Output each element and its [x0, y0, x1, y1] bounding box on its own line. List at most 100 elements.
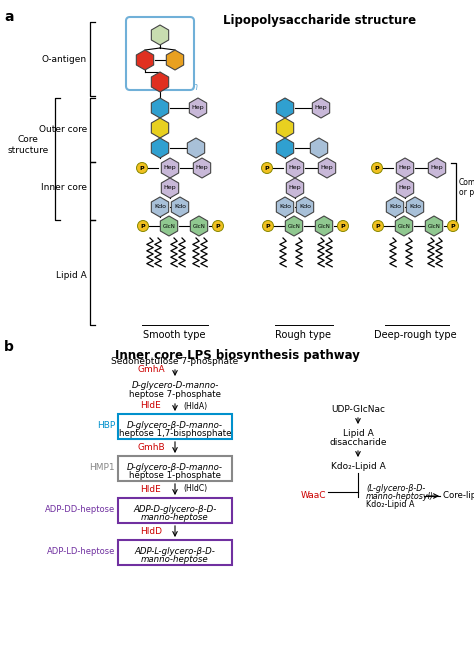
Text: Kdo: Kdo [299, 205, 311, 209]
Polygon shape [396, 158, 414, 178]
Polygon shape [310, 138, 328, 158]
Polygon shape [296, 197, 314, 217]
Text: Hep: Hep [164, 165, 176, 171]
Text: Inner core LPS biosynthesis pathway: Inner core LPS biosynthesis pathway [115, 349, 359, 362]
Polygon shape [286, 158, 304, 178]
Text: heptose 7-phosphate: heptose 7-phosphate [129, 390, 221, 399]
Text: O-antigen: O-antigen [42, 56, 87, 65]
Text: HIdE: HIdE [141, 402, 161, 410]
Text: HIdD: HIdD [140, 526, 162, 536]
Polygon shape [386, 197, 404, 217]
Text: ADP-DD-heptose: ADP-DD-heptose [45, 506, 115, 514]
Text: D-glycero-β-D-manno-: D-glycero-β-D-manno- [127, 421, 223, 430]
Polygon shape [160, 216, 178, 236]
Text: P: P [140, 165, 144, 171]
Text: P: P [451, 224, 456, 229]
Circle shape [263, 220, 273, 231]
Polygon shape [151, 25, 169, 45]
Text: UDP-GlcNac: UDP-GlcNac [331, 405, 385, 414]
Text: P: P [374, 165, 379, 171]
FancyBboxPatch shape [118, 498, 232, 523]
Text: HMP1: HMP1 [90, 463, 115, 472]
Circle shape [373, 220, 383, 231]
Text: Lipopolysaccharide structure: Lipopolysaccharide structure [223, 14, 417, 27]
Polygon shape [187, 138, 205, 158]
Text: disaccharide: disaccharide [329, 438, 387, 447]
Text: GlcN: GlcN [163, 224, 175, 229]
Circle shape [337, 220, 348, 231]
Text: Hep: Hep [315, 105, 328, 110]
Text: manno-heptose: manno-heptose [141, 555, 209, 564]
Text: manno-heptosyl)-: manno-heptosyl)- [366, 492, 437, 501]
Polygon shape [395, 216, 413, 236]
Text: GlcN: GlcN [192, 224, 205, 229]
Text: GlcN: GlcN [398, 224, 410, 229]
Text: P: P [266, 224, 270, 229]
FancyBboxPatch shape [118, 540, 232, 565]
Text: P: P [376, 224, 380, 229]
Text: D-glycero-β-D-manno-: D-glycero-β-D-manno- [127, 463, 223, 472]
Text: Inner core: Inner core [41, 183, 87, 193]
Text: heptose 1-phosphate: heptose 1-phosphate [129, 471, 221, 480]
Text: GlcN: GlcN [318, 224, 330, 229]
Text: Hep: Hep [164, 185, 176, 191]
Text: b: b [4, 340, 14, 354]
Text: Lipid A: Lipid A [56, 271, 87, 280]
Text: Kdo: Kdo [174, 205, 186, 209]
Polygon shape [171, 197, 189, 217]
Text: Core
structure: Core structure [8, 135, 49, 154]
Text: Rough type: Rough type [275, 330, 331, 340]
Text: WaaC: WaaC [301, 492, 326, 501]
Polygon shape [137, 50, 154, 70]
Text: Hep: Hep [399, 185, 411, 191]
Text: Outer core: Outer core [39, 125, 87, 134]
Polygon shape [276, 197, 294, 217]
Polygon shape [151, 72, 169, 92]
Text: ADP-L-glycero-β-D-: ADP-L-glycero-β-D- [135, 547, 216, 556]
Text: Kdo₂-Lipid A: Kdo₂-Lipid A [331, 462, 385, 471]
Text: Kdo: Kdo [279, 205, 291, 209]
Text: Hep: Hep [289, 185, 301, 191]
Polygon shape [406, 197, 424, 217]
Polygon shape [166, 50, 183, 70]
Text: HIdE: HIdE [141, 484, 161, 494]
Polygon shape [276, 118, 294, 138]
Text: P: P [264, 165, 269, 171]
Polygon shape [161, 178, 179, 198]
Text: P: P [341, 224, 346, 229]
Text: ADP-D-glycero-β-D-: ADP-D-glycero-β-D- [133, 505, 217, 514]
Polygon shape [276, 138, 294, 158]
Polygon shape [151, 138, 169, 158]
Text: (HIdC): (HIdC) [183, 484, 207, 494]
Text: Hep: Hep [431, 165, 443, 171]
Text: HBP: HBP [97, 421, 115, 430]
Text: P: P [141, 224, 146, 229]
Text: Hep: Hep [191, 105, 204, 110]
Text: Hep: Hep [321, 165, 333, 171]
Polygon shape [428, 158, 446, 178]
Text: Sedoheptulose 7-phosphate: Sedoheptulose 7-phosphate [111, 357, 238, 366]
Text: Kdo₂-Lipid A: Kdo₂-Lipid A [366, 500, 414, 509]
Text: Smooth type: Smooth type [143, 330, 205, 340]
Circle shape [262, 163, 273, 174]
Polygon shape [425, 216, 443, 236]
Text: Deep-rough type: Deep-rough type [374, 330, 456, 340]
Polygon shape [191, 216, 208, 236]
Text: Kdo: Kdo [409, 205, 421, 209]
Circle shape [212, 220, 224, 231]
Text: GmhB: GmhB [137, 443, 165, 452]
Text: Core-lipid A: Core-lipid A [443, 492, 474, 501]
Polygon shape [189, 98, 207, 118]
Text: Hep: Hep [399, 165, 411, 171]
Circle shape [447, 220, 458, 231]
Polygon shape [151, 197, 169, 217]
Circle shape [137, 220, 148, 231]
FancyBboxPatch shape [118, 456, 232, 481]
Text: P: P [216, 224, 220, 229]
Polygon shape [396, 178, 414, 198]
Polygon shape [276, 98, 294, 118]
Text: GlcN: GlcN [288, 224, 301, 229]
Text: manno-heptose: manno-heptose [141, 513, 209, 522]
Polygon shape [161, 158, 179, 178]
Text: Kdo: Kdo [154, 205, 166, 209]
